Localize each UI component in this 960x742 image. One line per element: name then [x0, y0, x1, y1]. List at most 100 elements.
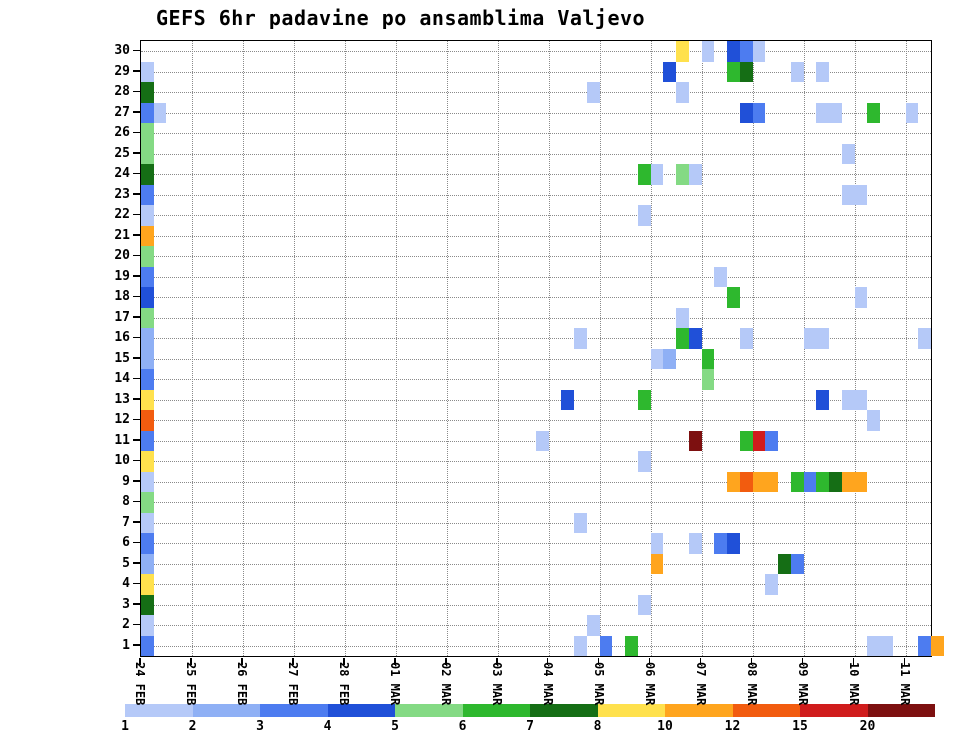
y-axis-label: 9 — [122, 473, 130, 489]
heatmap-cell — [765, 430, 779, 451]
x-axis-label: 04 MAR — [540, 662, 555, 706]
y-axis-label: 13 — [114, 391, 130, 407]
grid-line-horizontal — [141, 645, 931, 647]
heatmap-cell — [727, 61, 740, 82]
heatmap-cell — [752, 430, 766, 451]
x-axis-tick — [190, 658, 192, 665]
heatmap-cell — [650, 164, 664, 185]
heatmap-cell — [765, 574, 779, 595]
colorbar-tick-label: 10 — [657, 719, 673, 734]
grid-line-vertical — [599, 41, 601, 656]
heatmap-cell — [637, 451, 651, 472]
grid-line-horizontal — [141, 543, 931, 545]
heatmap-cell — [663, 348, 677, 369]
heatmap-cell — [141, 184, 154, 205]
heatmap-cell — [841, 184, 855, 205]
y-axis-label: 20 — [114, 248, 130, 264]
heatmap-cell — [854, 184, 868, 205]
grid-line-horizontal — [141, 112, 931, 114]
y-axis-label: 28 — [114, 84, 130, 100]
colorbar-segment — [462, 704, 530, 717]
y-axis-tick — [133, 541, 140, 543]
heatmap-cell — [141, 307, 154, 328]
heatmap-cell — [739, 41, 753, 62]
heatmap-cell — [739, 430, 753, 451]
heatmap-cell — [752, 471, 766, 492]
heatmap-cell — [854, 389, 868, 410]
y-axis-label: 29 — [114, 63, 130, 79]
y-axis-label: 26 — [114, 125, 130, 141]
y-axis-label: 25 — [114, 145, 130, 161]
y-axis-label: 11 — [114, 432, 130, 448]
y-axis-tick — [133, 603, 140, 605]
grid-line-vertical — [191, 41, 193, 656]
heatmap-cell — [637, 594, 651, 615]
colorbar-segment — [800, 704, 868, 717]
heatmap-cell — [829, 471, 842, 492]
colorbar-tick-label: 4 — [323, 719, 332, 734]
y-axis-tick — [133, 295, 140, 297]
heatmap-cell — [739, 328, 753, 349]
heatmap-cell — [688, 533, 702, 554]
heatmap-cell — [688, 430, 702, 451]
heatmap-cell — [816, 389, 830, 410]
heatmap-cell — [676, 82, 689, 103]
y-axis-tick — [133, 254, 140, 256]
x-axis-tick — [648, 658, 651, 665]
grid-line-horizontal — [141, 133, 931, 135]
heatmap-cell — [854, 287, 868, 308]
y-axis-label: 19 — [114, 268, 130, 284]
colorbar-tick-label: 20 — [859, 719, 876, 734]
heatmap-cell — [841, 471, 855, 492]
grid-line-horizontal — [141, 522, 931, 524]
y-axis-tick — [133, 111, 140, 113]
grid-line-vertical — [344, 41, 346, 656]
x-axis-tick — [750, 658, 753, 665]
y-axis-tick — [133, 152, 140, 154]
y-axis-tick — [133, 234, 140, 236]
y-axis-label: 18 — [114, 289, 130, 305]
heatmap-cell — [918, 328, 931, 349]
heatmap-cell — [752, 41, 766, 62]
y-axis-tick — [133, 131, 140, 133]
heatmap-cell — [790, 553, 804, 574]
colorbar-segment — [597, 704, 665, 717]
y-axis-tick — [133, 275, 140, 277]
heatmap-cell — [599, 635, 613, 656]
heatmap-cell — [141, 635, 154, 656]
y-axis-label: 12 — [114, 412, 130, 428]
plot-area — [140, 40, 944, 657]
heatmap-cell — [854, 471, 868, 492]
y-axis-tick — [133, 500, 140, 502]
heatmap-cell — [841, 143, 855, 164]
heatmap-cell — [650, 533, 664, 554]
x-axis-label: 26 FEB — [234, 662, 249, 706]
heatmap-cell — [714, 533, 728, 554]
y-axis-label: 1 — [122, 637, 130, 653]
grid-line-vertical — [293, 41, 295, 656]
heatmap-cell — [141, 430, 154, 451]
heatmap-cell — [803, 328, 817, 349]
grid-line-vertical — [497, 41, 499, 656]
x-axis-tick — [139, 658, 141, 665]
y-axis-label: 6 — [122, 535, 130, 551]
heatmap-cell — [727, 471, 740, 492]
x-axis-tick — [241, 658, 243, 665]
heatmap-cell — [918, 635, 931, 656]
y-axis-label: 16 — [114, 330, 130, 346]
grid-line-horizontal — [141, 338, 931, 340]
heatmap-cell — [727, 287, 740, 308]
y-axis-label: 23 — [114, 186, 130, 202]
grid-line-vertical — [752, 41, 754, 656]
x-axis-label: 25 FEB — [183, 662, 198, 706]
heatmap-cell — [790, 471, 804, 492]
x-axis-label: 05 MAR — [591, 662, 606, 706]
y-axis-tick — [133, 398, 140, 400]
y-axis-tick — [133, 582, 140, 584]
heatmap-cell — [676, 41, 689, 62]
heatmap-cell — [141, 615, 154, 636]
heatmap-cell — [867, 410, 881, 431]
grid-line-horizontal — [141, 297, 931, 299]
heatmap-cell — [650, 553, 664, 574]
y-axis-label: 17 — [114, 309, 130, 325]
